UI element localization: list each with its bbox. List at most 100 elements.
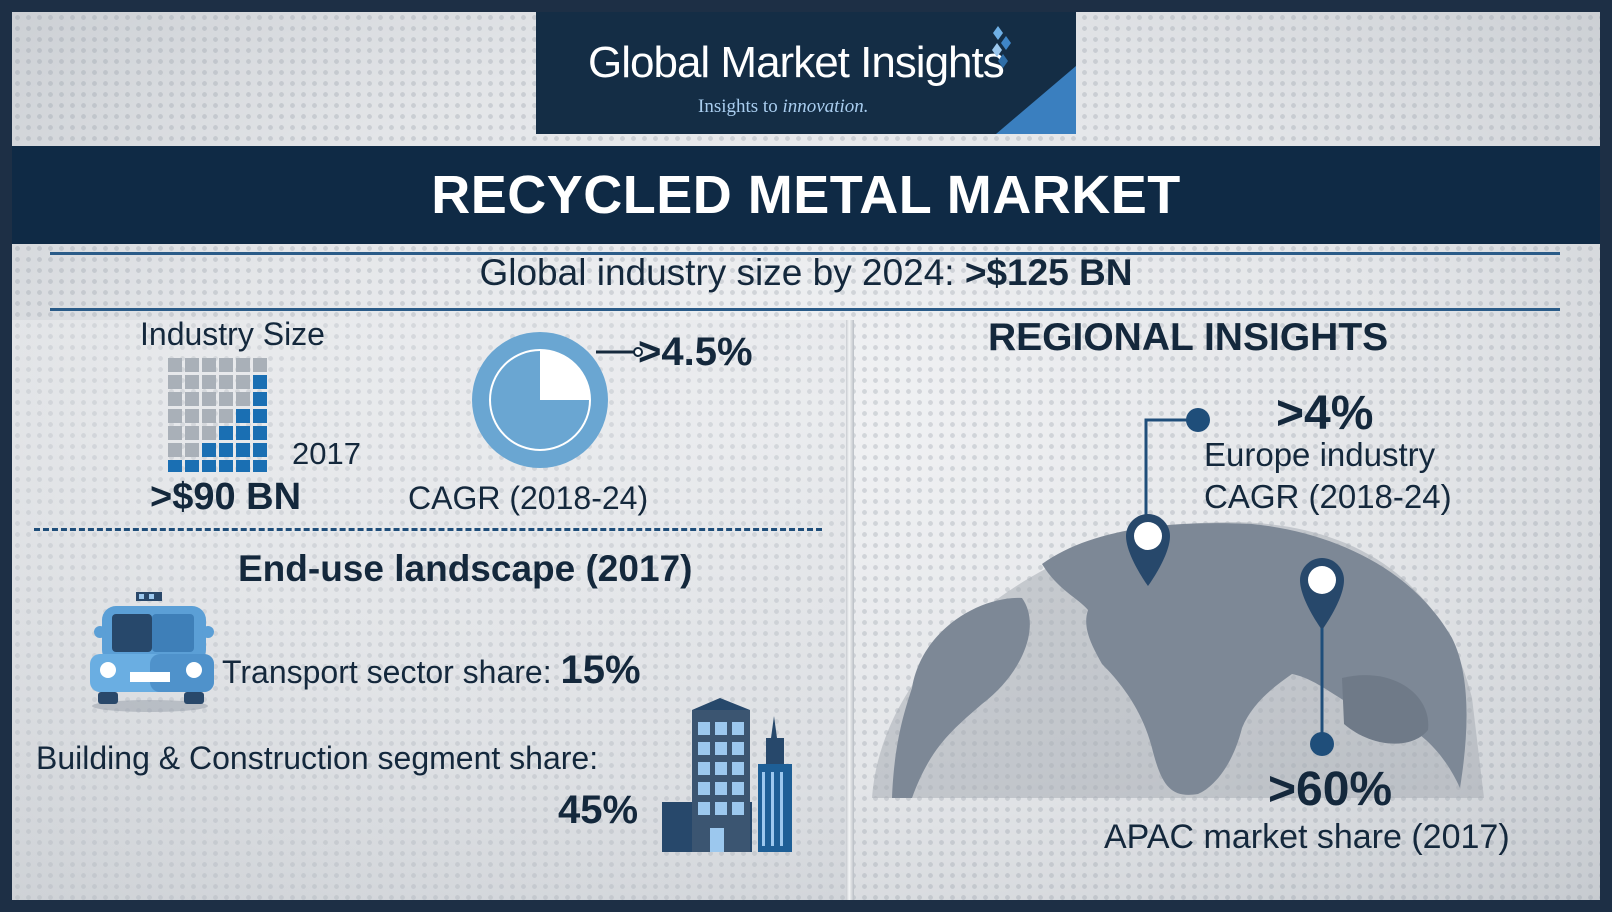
europe-label-line2: CAGR (2018-24) <box>1204 478 1452 515</box>
pie-slice <box>540 350 590 400</box>
logo-name: Global Market Insights <box>588 38 1005 87</box>
global-size-value: >$125 BN <box>964 252 1133 293</box>
bar-cell-filled <box>253 460 267 472</box>
bar-cell-empty <box>168 426 182 440</box>
bar-cell-empty <box>236 392 250 406</box>
location-pin-icon <box>1300 558 1344 630</box>
bar-cell-empty <box>185 358 199 372</box>
infographic-frame: Global Market Insights Insights to innov… <box>12 12 1600 900</box>
building-icon <box>662 698 792 852</box>
cagr-value: >4.5% <box>638 330 753 374</box>
industry-size-year: 2017 <box>292 436 361 471</box>
building-window <box>732 782 744 795</box>
rule-bottom <box>50 308 1560 311</box>
bar-cell-filled <box>253 409 267 423</box>
bar-cell-empty <box>185 409 199 423</box>
building-window <box>698 762 710 775</box>
building-window <box>715 782 727 795</box>
transport-share-value: 15% <box>560 648 641 692</box>
bar-cell-filled <box>253 375 267 389</box>
section-divider <box>34 528 822 531</box>
building-window <box>732 722 744 735</box>
pie-icon <box>472 332 608 468</box>
building-window <box>698 802 710 815</box>
bar-cell-empty <box>185 426 199 440</box>
global-size-label: Global industry size by 2024: <box>479 252 955 293</box>
logo-tagline-prefix: Insights to <box>698 96 778 117</box>
bar-cell-empty <box>219 375 233 389</box>
bar-cell-filled <box>219 443 233 457</box>
cagr-label: CAGR (2018-24) <box>408 480 649 516</box>
apac-share-label: APAC market share (2017) <box>1104 818 1510 856</box>
bar-cell-filled <box>202 443 216 457</box>
bar-cell-empty <box>168 375 182 389</box>
location-pin-icon <box>1126 514 1170 586</box>
building-window <box>715 802 727 815</box>
bar-cell-filled <box>253 426 267 440</box>
bar-cell-filled <box>236 426 250 440</box>
bar-cell-empty <box>168 443 182 457</box>
bar-grid-icon <box>168 358 267 472</box>
logo-tagline: Insights to innovation. <box>698 96 868 118</box>
bar-cell-empty <box>202 358 216 372</box>
bar-cell-empty <box>219 392 233 406</box>
bar-cell-empty <box>185 392 199 406</box>
bar-cell-empty <box>219 409 233 423</box>
bar-cell-empty <box>202 409 216 423</box>
industry-size-label: Industry Size <box>140 316 325 352</box>
bar-cell-empty <box>253 358 267 372</box>
bar-cell-empty <box>168 358 182 372</box>
end-use-heading: End-use landscape (2017) <box>238 548 693 589</box>
transport-share-label: Transport sector share: <box>222 654 552 690</box>
bar-cell-empty <box>185 375 199 389</box>
apac-share-value: >60% <box>1268 763 1393 816</box>
bar-cell-filled <box>219 460 233 472</box>
building-window <box>698 782 710 795</box>
bar-cell-empty <box>202 375 216 389</box>
building-window <box>732 742 744 755</box>
bar-cell-empty <box>168 409 182 423</box>
bar-cell-empty <box>185 443 199 457</box>
logo-diamond-icon <box>992 26 1011 68</box>
bar-cell-empty <box>236 358 250 372</box>
bar-cell-filled <box>236 460 250 472</box>
bar-cell-filled <box>236 443 250 457</box>
building-window <box>698 722 710 735</box>
bar-cell-empty <box>219 358 233 372</box>
logo-tagline-emphasis: innovation. <box>782 96 869 117</box>
apac-callout-line <box>1310 628 1334 756</box>
building-share-label: Building & Construction segment share: <box>36 740 599 776</box>
bar-cell-empty <box>202 392 216 406</box>
logo-corner-accent <box>996 66 1076 134</box>
bar-cell-empty <box>236 375 250 389</box>
europe-label-line1: Europe industry <box>1204 436 1436 473</box>
bar-cell-filled <box>219 426 233 440</box>
transport-share: Transport sector share: 15% <box>222 648 641 693</box>
bar-cell-empty <box>168 392 182 406</box>
building-window <box>715 762 727 775</box>
bar-cell-filled <box>236 409 250 423</box>
bar-cell-filled <box>185 460 199 472</box>
europe-callout-line <box>1144 408 1210 526</box>
building-window <box>715 742 727 755</box>
car-icon <box>90 592 214 712</box>
building-window <box>715 722 727 735</box>
bar-cell-filled <box>168 460 182 472</box>
industry-size-value: >$90 BN <box>150 476 302 518</box>
bar-cell-filled <box>253 443 267 457</box>
building-share-value: 45% <box>558 788 639 832</box>
global-size-line: Global industry size by 2024: >$125 BN <box>12 252 1600 294</box>
title-bar: RECYCLED METAL MARKET <box>12 146 1600 244</box>
bar-cell-filled <box>202 460 216 472</box>
regional-heading: REGIONAL INSIGHTS <box>988 316 1389 359</box>
bar-cell-empty <box>202 426 216 440</box>
building-window <box>698 742 710 755</box>
bar-cell-filled <box>253 392 267 406</box>
logo: Global Market Insights Insights to innov… <box>536 12 1076 134</box>
building-window <box>732 762 744 775</box>
pie-callout-line <box>596 347 643 357</box>
panel-divider <box>846 320 854 900</box>
page-title: RECYCLED METAL MARKET <box>431 165 1181 225</box>
europe-cagr-value: >4% <box>1276 387 1374 440</box>
building-window <box>732 802 744 815</box>
